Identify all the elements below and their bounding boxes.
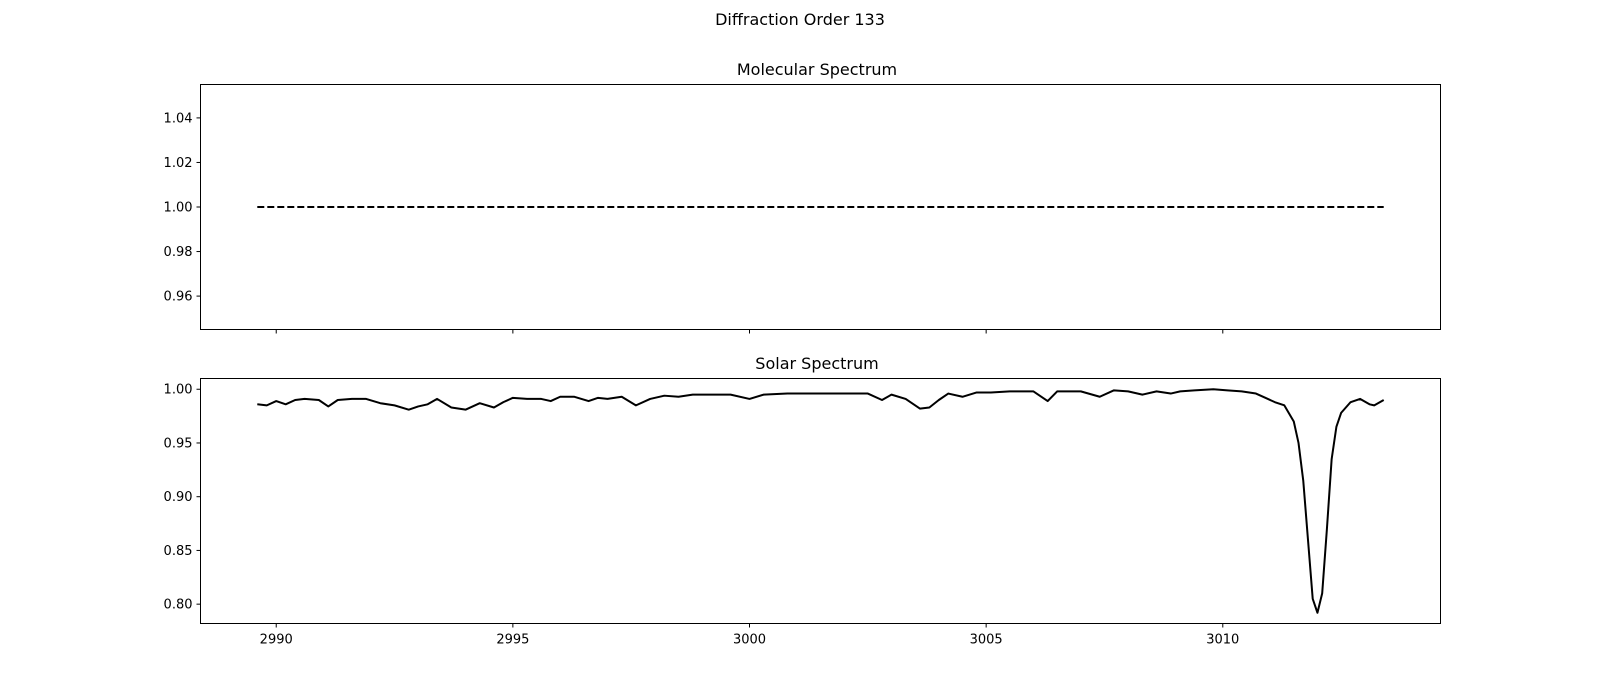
y-tick-label: 1.04	[164, 111, 193, 126]
x-tick-label: 3005	[970, 633, 1003, 648]
series-group-solar	[257, 388, 1385, 614]
y-tick-label: 0.80	[164, 598, 193, 613]
axes-solar: Solar Spectrum 2990 2995 3000 3005 3010 0.80 0…	[164, 354, 1441, 648]
y-tick-label: 0.95	[164, 436, 193, 451]
y-tick-label: 0.96	[164, 290, 193, 305]
y-tick-label: 1.02	[164, 156, 193, 171]
y-tick-label: 1.00	[164, 383, 193, 398]
figure-title: Diffraction Order 133	[715, 10, 885, 29]
axes-title-molecular: Molecular Spectrum	[737, 60, 897, 79]
ticks-molecular: 0.96 0.98 1.00 1.02 1.04	[164, 111, 1224, 334]
x-tick-label: 3000	[733, 633, 766, 648]
axes-molecular: Molecular Spectrum 0.96 0.98 1.00 1.02 1.04	[164, 60, 1441, 334]
y-tick-label: 0.90	[164, 490, 193, 505]
y-tick-label: 0.85	[164, 544, 193, 559]
ticks-solar: 2990 2995 3000 3005 3010 0.80 0.85 0.90 0.95 1.00	[164, 383, 1240, 648]
series-line-solar	[257, 388, 1385, 614]
y-tick-label: 1.00	[164, 201, 193, 216]
axes-title-solar: Solar Spectrum	[755, 354, 878, 373]
axes-frame-solar	[200, 378, 1441, 624]
y-tick-label: 0.98	[164, 245, 193, 260]
x-tick-label: 2995	[496, 633, 529, 648]
x-tick-label: 2990	[260, 633, 293, 648]
x-tick-label: 3010	[1206, 633, 1239, 648]
axes-frame-molecular	[200, 84, 1441, 330]
